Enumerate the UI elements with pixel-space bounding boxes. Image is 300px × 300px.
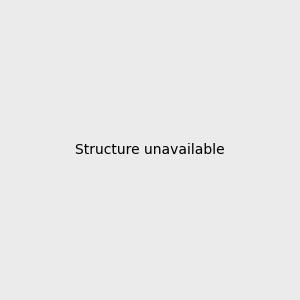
Text: Structure unavailable: Structure unavailable [75,143,225,157]
